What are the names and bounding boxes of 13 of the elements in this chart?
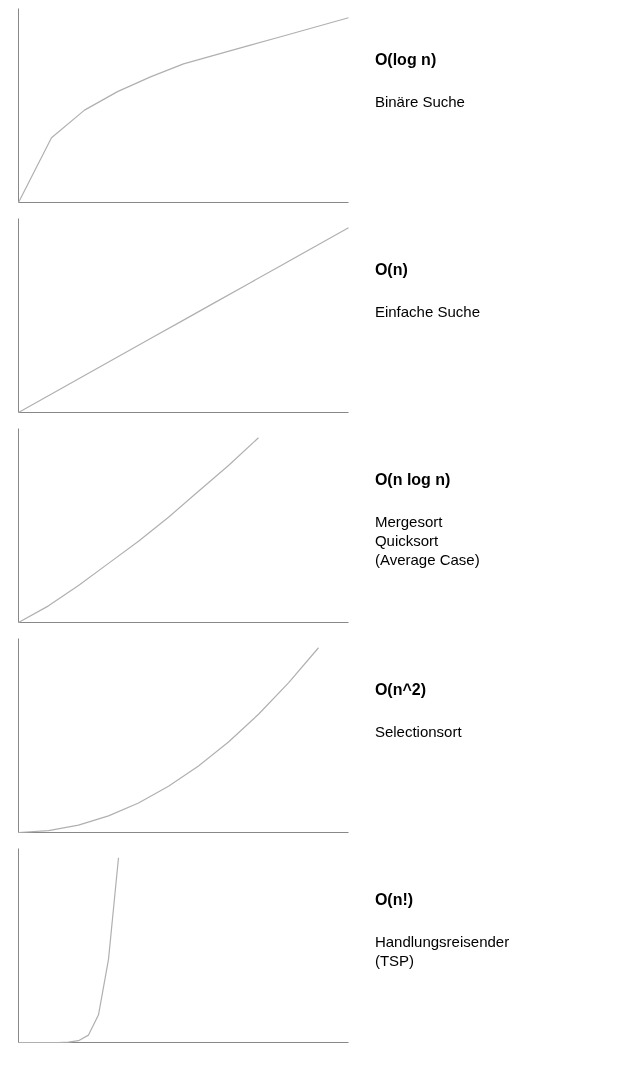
- text: O(n log n): [374, 471, 451, 489]
- text: Quicksort: [374, 532, 440, 550]
- text: O(log n): [374, 51, 437, 69]
- text: Mergesort: [374, 513, 444, 531]
- text: Selectionsort: [374, 723, 463, 741]
- text: O(n^2): [374, 681, 427, 699]
- text: Einfache Suche: [374, 303, 480, 321]
- text: O(n!): [374, 891, 414, 909]
- text: (TSP): [374, 952, 415, 970]
- text: O(n): [374, 261, 408, 279]
- text: Binäre Suche: [374, 93, 465, 111]
- text: Handlungsreisender: [374, 933, 510, 951]
- text: (Average Case): [374, 551, 480, 569]
